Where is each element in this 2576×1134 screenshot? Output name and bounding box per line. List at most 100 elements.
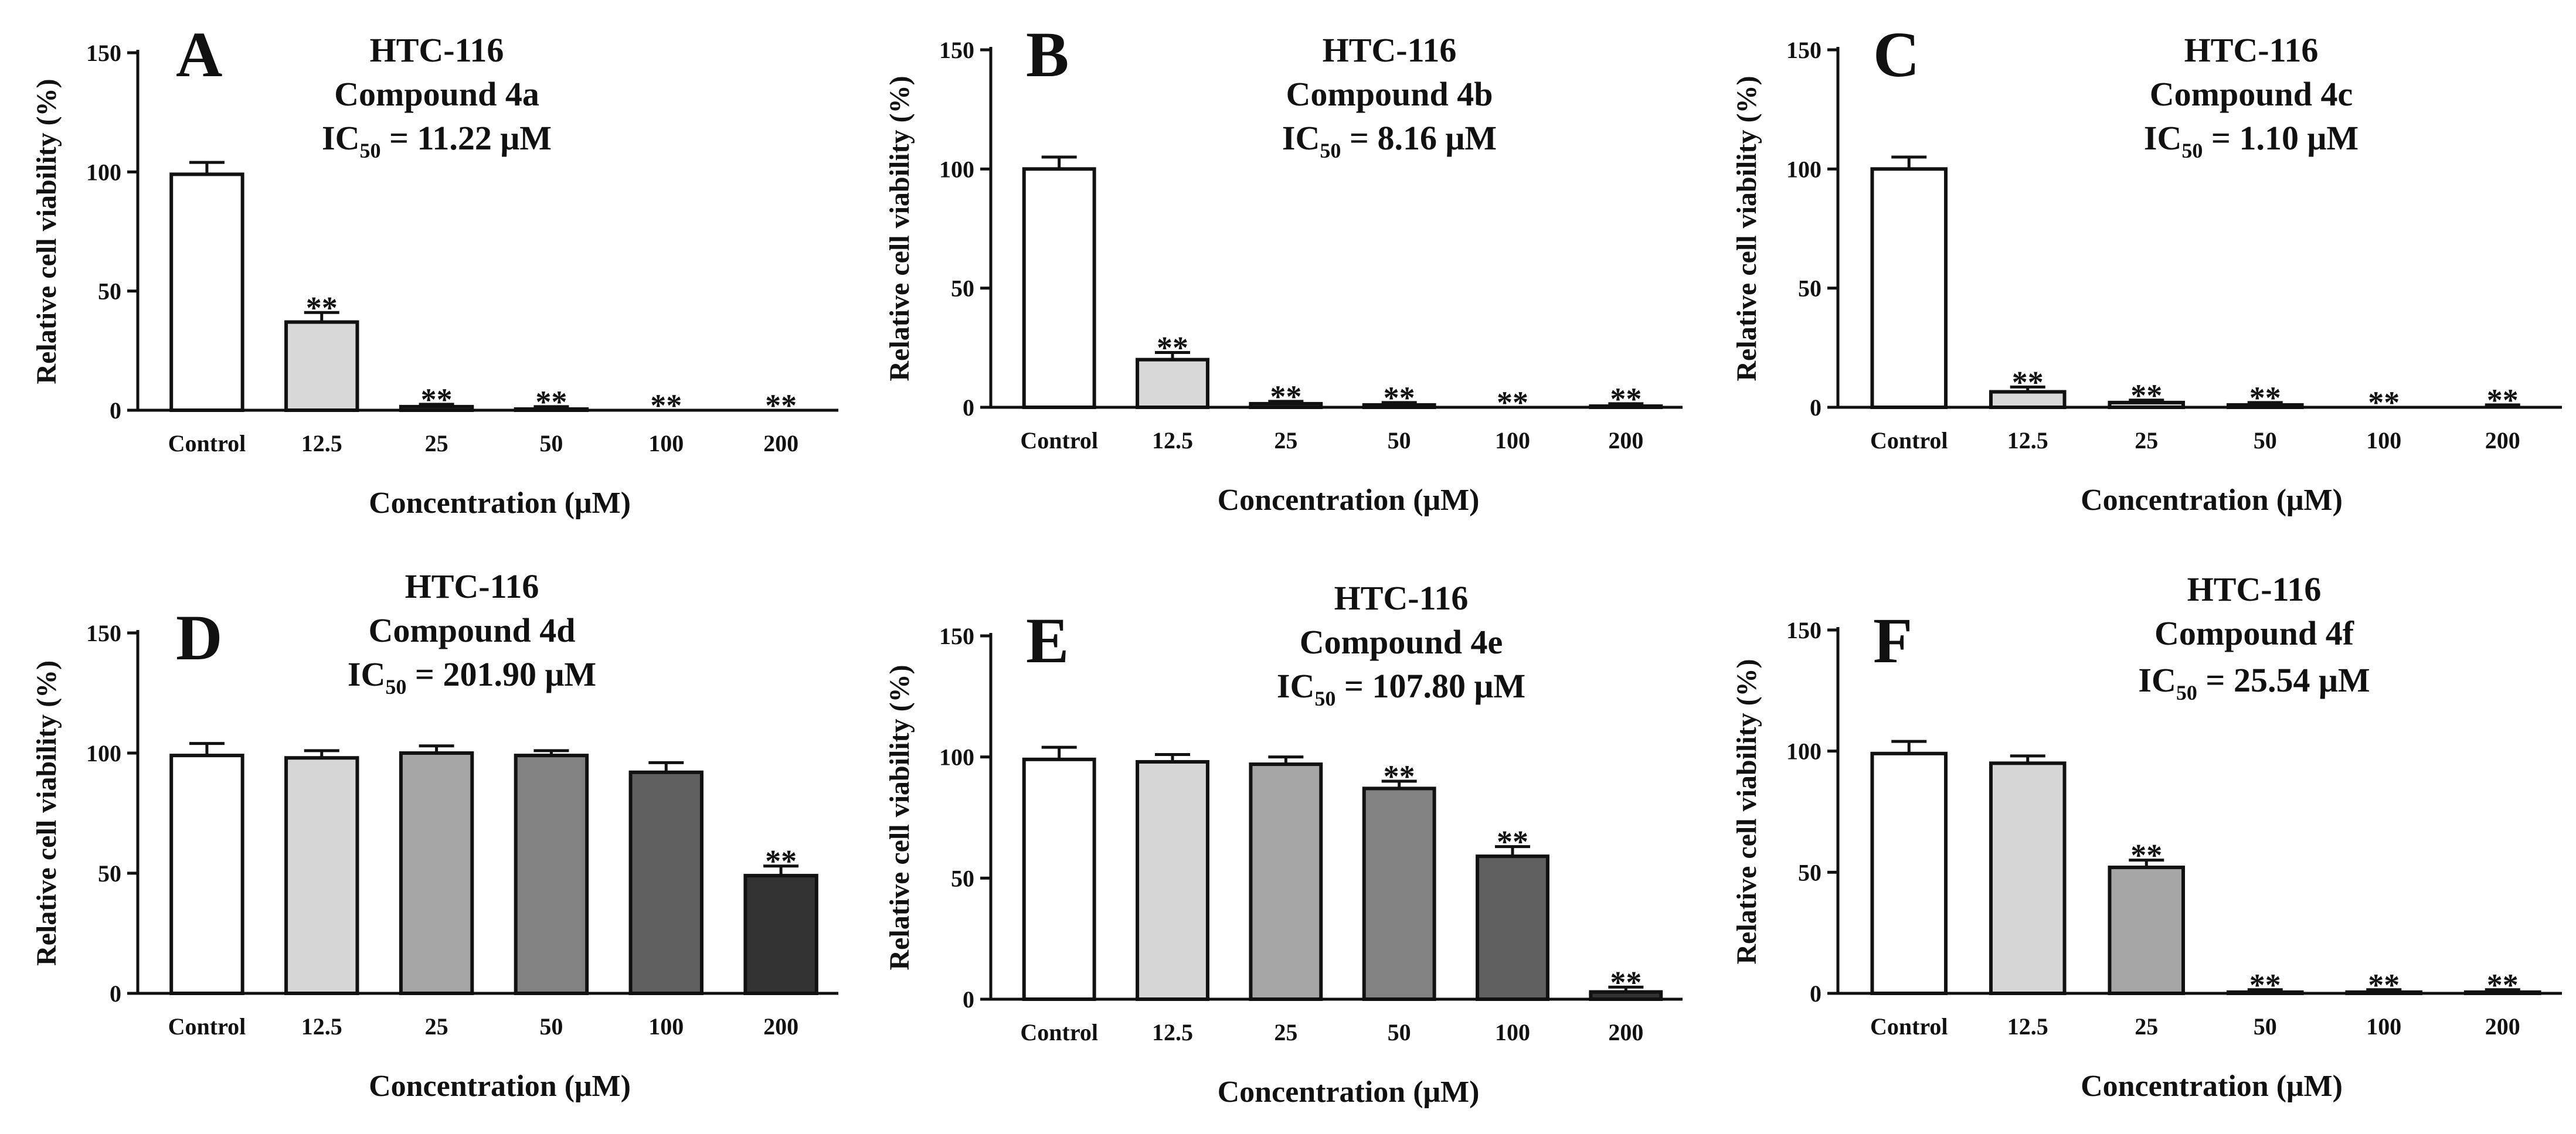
chart-title-line: HTC-116 — [405, 567, 539, 605]
significance-marker: ** — [1610, 382, 1642, 417]
x-tick-label: 100 — [2366, 427, 2401, 454]
x-tick-label: 12.5 — [1152, 427, 1193, 454]
bar-25 — [399, 751, 474, 995]
significance-marker: ** — [1157, 330, 1188, 365]
y-axis-label: Relative cell viability (%) — [1731, 76, 1762, 381]
x-tick-label: 200 — [763, 1013, 798, 1040]
significance-marker: ** — [2130, 378, 2162, 413]
significance-marker: ** — [1270, 379, 1301, 414]
y-tick-label: 50 — [951, 865, 974, 891]
bar-control — [169, 754, 244, 995]
chart-title-line: Compound 4c — [2150, 75, 2353, 113]
x-tick-label: 25 — [425, 1013, 448, 1040]
x-tick-label: 12.5 — [1152, 1019, 1193, 1046]
significance-marker: ** — [2249, 380, 2281, 416]
x-tick-label: 200 — [763, 430, 798, 457]
y-tick-label: 100 — [86, 740, 121, 767]
x-tick-label: 50 — [539, 1013, 563, 1040]
x-tick-label: 12.5 — [301, 1013, 342, 1040]
significance-marker: ** — [2368, 968, 2400, 1003]
significance-marker: ** — [2249, 968, 2281, 1003]
bar-25 — [1249, 762, 1323, 1001]
significance-marker: ** — [1384, 380, 1415, 416]
significance-marker: ** — [2130, 838, 2162, 873]
x-tick-label: 100 — [1495, 1019, 1530, 1046]
y-tick-label: 150 — [86, 40, 121, 66]
panel-e: E HTC-116 Compound 4e IC50 = 107.80 μM 0 50 10… — [884, 579, 1683, 1109]
y-axis-label: Relative cell viability (%) — [884, 665, 915, 970]
panel-f: F HTC-116 Compound 4f IC50 = 25.54 μM 0 50 100… — [1731, 570, 2562, 1103]
x-tick-label: 100 — [648, 430, 684, 457]
significance-marker: ** — [2012, 365, 2044, 400]
bar-12-5 — [284, 756, 359, 995]
chart-title-line: HTC-116 — [1334, 579, 1469, 617]
significance-marker: ** — [535, 384, 567, 420]
y-axis-label: Relative cell viability (%) — [31, 660, 62, 966]
x-tick-label: 25 — [2135, 1013, 2158, 1040]
y-tick-label: 150 — [1786, 617, 1821, 643]
x-tick-label: 200 — [1608, 1019, 1643, 1046]
panel-a: A HTC-116 Compound 4a IC50 = 11.22 μM 0 50 100… — [31, 19, 838, 520]
ic50-label: IC50 = 107.80 μM — [1277, 667, 1525, 710]
y-tick-label: 0 — [110, 980, 121, 1007]
x-tick-label: Control — [168, 430, 246, 457]
x-tick-label: 100 — [2366, 1013, 2401, 1040]
bar-control — [1870, 751, 1948, 996]
panel-letter: F — [1873, 605, 1912, 676]
ic50-label: IC50 = 8.16 μM — [1282, 119, 1497, 162]
y-tick-label: 50 — [98, 278, 121, 305]
x-tick-label: Control — [168, 1013, 246, 1040]
x-tick-label: 12.5 — [2007, 1013, 2048, 1040]
bar-50 — [1362, 786, 1436, 1002]
y-tick-label: 50 — [1798, 859, 1821, 886]
bar-100 — [628, 770, 704, 996]
y-tick-label: 50 — [98, 860, 121, 887]
y-tick-label: 100 — [1786, 738, 1821, 765]
y-tick-label: 50 — [1798, 275, 1821, 302]
bar-200 — [743, 874, 818, 995]
panel-c: C HTC-116 Compound 4c IC50 = 1.10 μM 0 50 100 1… — [1731, 19, 2562, 517]
significance-marker: ** — [2368, 385, 2400, 420]
y-tick-label: 0 — [1810, 394, 1821, 421]
x-axis-label: Concentration (μM) — [2081, 483, 2343, 517]
y-tick-label: 0 — [1810, 980, 1821, 1007]
ic50-label: IC50 = 25.54 μM — [2138, 661, 2370, 704]
x-axis-label: Concentration (μM) — [1218, 483, 1480, 517]
y-tick-label: 100 — [1786, 156, 1821, 182]
chart-title-line: HTC-116 — [2184, 31, 2319, 69]
x-tick-label: 200 — [2485, 427, 2520, 454]
y-axis-label: Relative cell viability (%) — [884, 76, 915, 381]
x-tick-label: Control — [1870, 1013, 1948, 1040]
y-tick-label: 0 — [963, 394, 974, 421]
chart-title-line: HTC-116 — [370, 31, 504, 69]
chart-title-line: Compound 4e — [1300, 623, 1503, 661]
y-axis-label: Relative cell viability (%) — [31, 79, 62, 384]
y-tick-label: 0 — [110, 397, 121, 424]
significance-marker: ** — [1497, 825, 1528, 860]
x-tick-label: Control — [1020, 427, 1098, 454]
panel-letter: D — [176, 602, 222, 673]
x-tick-label: 100 — [1495, 427, 1530, 454]
x-tick-label: 25 — [425, 430, 448, 457]
y-tick-label: 150 — [1786, 37, 1821, 63]
bar-control — [1870, 167, 1948, 409]
y-axis-label: Relative cell viability (%) — [1731, 659, 1762, 964]
x-axis-label: Concentration (μM) — [2081, 1070, 2343, 1103]
panel-letter: E — [1026, 605, 1069, 676]
bar-12-5 — [1136, 357, 1209, 410]
bar-12-5 — [284, 320, 359, 412]
x-tick-label: 200 — [1608, 427, 1643, 454]
chart-title-line: Compound 4a — [334, 75, 539, 113]
y-tick-label: 100 — [939, 156, 974, 182]
significance-marker: ** — [306, 290, 338, 325]
x-tick-label: Control — [1020, 1019, 1098, 1046]
ic50-label: IC50 = 11.22 μM — [322, 119, 552, 162]
significance-marker: ** — [2487, 383, 2519, 418]
panel-letter: C — [1873, 19, 1919, 90]
x-tick-label: 50 — [539, 430, 563, 457]
bar-control — [169, 172, 244, 412]
y-tick-label: 150 — [939, 623, 974, 649]
significance-marker: ** — [1610, 965, 1642, 1000]
significance-marker: ** — [1384, 759, 1415, 794]
significance-marker: ** — [765, 388, 797, 423]
